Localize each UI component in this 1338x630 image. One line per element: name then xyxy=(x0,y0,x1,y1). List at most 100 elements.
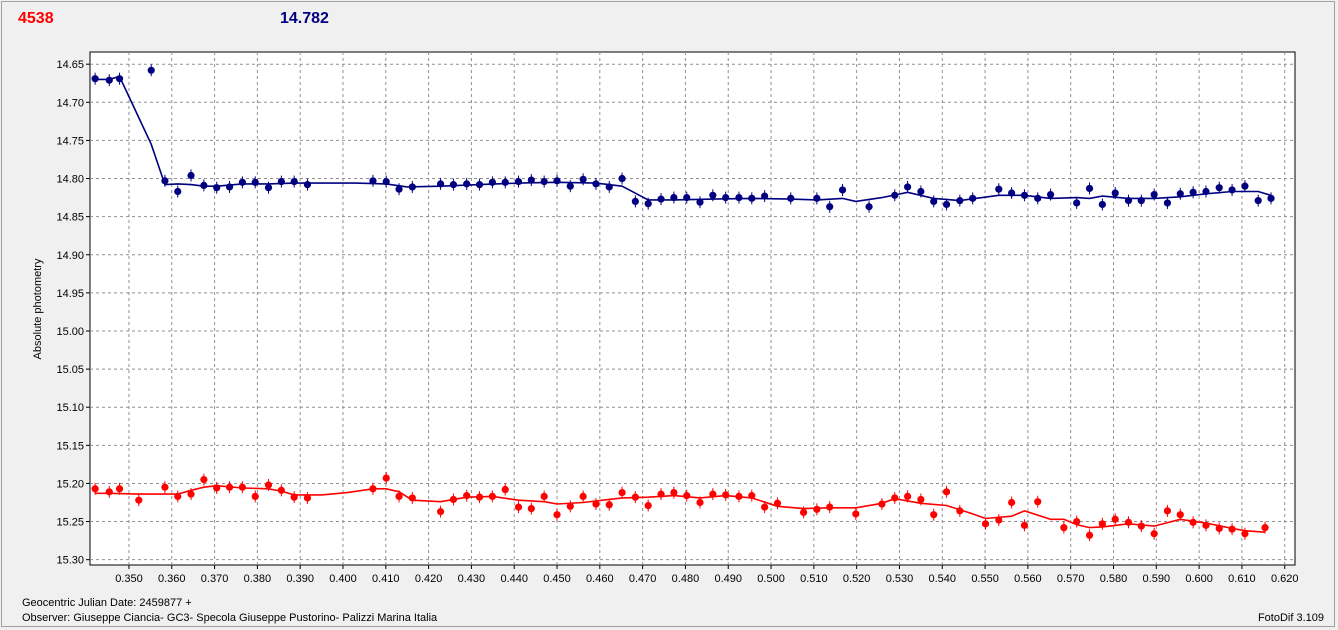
x-tick-label: 0.580 xyxy=(1100,573,1128,585)
x-tick-label: 0.480 xyxy=(672,573,700,585)
y-tick-label: 15.15 xyxy=(56,440,84,452)
series-1-point xyxy=(631,493,639,501)
series-1-point xyxy=(799,508,808,517)
series-1-point xyxy=(553,511,561,519)
series-0-point xyxy=(264,184,273,192)
series-0-point xyxy=(1046,190,1055,199)
x-tick-label: 0.490 xyxy=(714,573,742,585)
series-0-point xyxy=(838,186,847,194)
series-0-point xyxy=(1215,184,1223,192)
series-0-point xyxy=(813,194,821,202)
series-0-point xyxy=(1254,197,1262,205)
series-1-point xyxy=(174,492,182,500)
series-1-point xyxy=(904,492,912,500)
y-tick-label: 14.75 xyxy=(56,135,84,147)
y-tick-label: 14.80 xyxy=(56,174,84,186)
y-tick-label: 15.10 xyxy=(56,402,84,414)
series-1-point xyxy=(995,516,1003,524)
x-tick-label: 0.430 xyxy=(458,573,486,585)
series-1-point xyxy=(1176,511,1184,519)
series-0-point xyxy=(540,177,548,186)
series-0-point xyxy=(644,200,652,208)
series-1-point xyxy=(942,488,951,496)
series-1-point xyxy=(1073,517,1081,526)
series-1-point xyxy=(1008,498,1016,507)
series-0-point xyxy=(995,185,1003,193)
series-0-point xyxy=(91,75,99,83)
x-tick-label: 0.440 xyxy=(500,573,528,585)
x-tick-label: 0.510 xyxy=(800,573,828,585)
series-1-point xyxy=(1085,531,1094,539)
series-1-point xyxy=(761,503,769,511)
series-1-point xyxy=(91,485,99,493)
series-1-point xyxy=(290,493,298,501)
series-1-point xyxy=(644,501,652,510)
y-tick-label: 15.30 xyxy=(56,555,84,567)
series-1-point xyxy=(1163,507,1172,515)
series-1-point xyxy=(463,492,471,500)
series-1-point xyxy=(264,481,273,489)
series-0-point xyxy=(735,193,743,202)
series-1-point xyxy=(709,490,717,498)
x-tick-label: 0.410 xyxy=(372,573,400,585)
y-tick-label: 15.00 xyxy=(56,326,84,338)
x-tick-label: 0.350 xyxy=(115,573,143,585)
series-1-point xyxy=(1189,518,1197,526)
series-0-point xyxy=(1189,188,1197,196)
series-1-point xyxy=(670,488,678,497)
series-0-point xyxy=(369,177,377,185)
x-tick-label: 0.450 xyxy=(543,573,571,585)
x-tick-label: 0.460 xyxy=(586,573,614,585)
series-1-point xyxy=(981,520,990,528)
series-0-point xyxy=(579,175,587,183)
series-0-point xyxy=(553,177,561,185)
series-0-point xyxy=(1124,197,1133,205)
series-0-point xyxy=(251,178,259,186)
series-1-point xyxy=(735,492,743,500)
series-1-point xyxy=(449,495,458,504)
series-0-point xyxy=(1150,190,1158,199)
header-left-value: 4538 xyxy=(18,10,54,27)
series-1-point xyxy=(200,476,208,484)
series-0-point xyxy=(618,174,626,183)
series-1-point xyxy=(930,511,938,519)
series-1-point xyxy=(488,492,496,500)
series-0-point xyxy=(115,75,124,83)
series-0-point xyxy=(1241,182,1249,190)
x-tick-label: 0.610 xyxy=(1228,573,1256,585)
series-1-point xyxy=(657,490,665,498)
series-1-point xyxy=(115,485,124,493)
series-0-point xyxy=(592,180,600,188)
series-0-point xyxy=(1163,199,1172,207)
y-axis-label: Absolute photometry xyxy=(32,258,44,360)
series-1-point xyxy=(683,492,691,500)
series-1-point xyxy=(303,494,312,502)
series-0-point xyxy=(1020,191,1029,199)
series-0-point xyxy=(696,198,704,206)
x-tick-label: 0.390 xyxy=(286,573,314,585)
series-0-point xyxy=(1085,184,1094,193)
series-0-point xyxy=(238,178,246,186)
series-1-point xyxy=(436,508,445,516)
x-tick-label: 0.620 xyxy=(1271,573,1299,585)
series-0-point xyxy=(566,182,574,190)
series-0-point xyxy=(1176,190,1184,198)
x-tick-label: 0.530 xyxy=(886,573,914,585)
x-tick-label: 0.570 xyxy=(1057,573,1085,585)
series-0-point xyxy=(225,183,234,191)
series-points xyxy=(91,64,1275,542)
series-0-point xyxy=(382,177,390,186)
series-1-point xyxy=(1202,521,1210,529)
series-1-point xyxy=(382,474,390,482)
series-1-point xyxy=(1137,522,1145,530)
series-1-point xyxy=(605,501,613,509)
y-tick-label: 14.65 xyxy=(56,59,84,71)
series-1-point xyxy=(395,492,403,500)
series-1-point xyxy=(1124,518,1133,526)
series-1-point xyxy=(1111,515,1119,523)
series-0-point xyxy=(488,178,496,186)
series-1-point xyxy=(592,500,600,508)
series-1-point xyxy=(773,499,782,507)
series-1-point xyxy=(1228,525,1236,533)
header-right-value: 14.782 xyxy=(280,10,329,27)
